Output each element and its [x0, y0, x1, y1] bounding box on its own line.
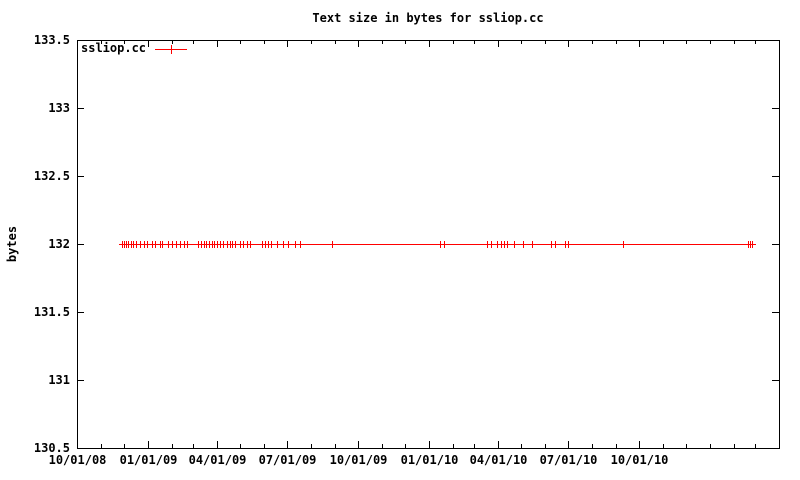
- x-tick-label: 04/01/09: [188, 453, 247, 467]
- y-tick-label: 130.5: [33, 441, 70, 455]
- x-tick-label: 04/01/10: [469, 453, 528, 467]
- x-tick-label: 10/01/08: [48, 453, 107, 467]
- x-tick-label: 10/01/10: [610, 453, 669, 467]
- y-tick-label: 131: [48, 373, 70, 387]
- chart-title: Text size in bytes for ssliop.cc: [312, 11, 544, 25]
- y-tick-label: 133: [48, 101, 70, 115]
- x-tick-label: 07/01/09: [258, 453, 317, 467]
- x-tick-label: 07/01/10: [539, 453, 598, 467]
- y-tick-label: 133.5: [33, 33, 70, 47]
- legend: ssliop.cc: [81, 42, 188, 55]
- data-point-markers: [119, 241, 756, 248]
- x-tick-label: 01/01/10: [400, 453, 459, 467]
- y-tick-label: 132.5: [33, 169, 70, 183]
- y-tick-label: 131.5: [33, 305, 70, 319]
- legend-line-sample-icon: [155, 44, 188, 54]
- y-tick-label: 132: [48, 237, 70, 251]
- legend-series-label: ssliop.cc: [81, 41, 147, 55]
- x-tick-label: 10/01/09: [329, 453, 388, 467]
- x-tick-label: 01/01/09: [119, 453, 178, 467]
